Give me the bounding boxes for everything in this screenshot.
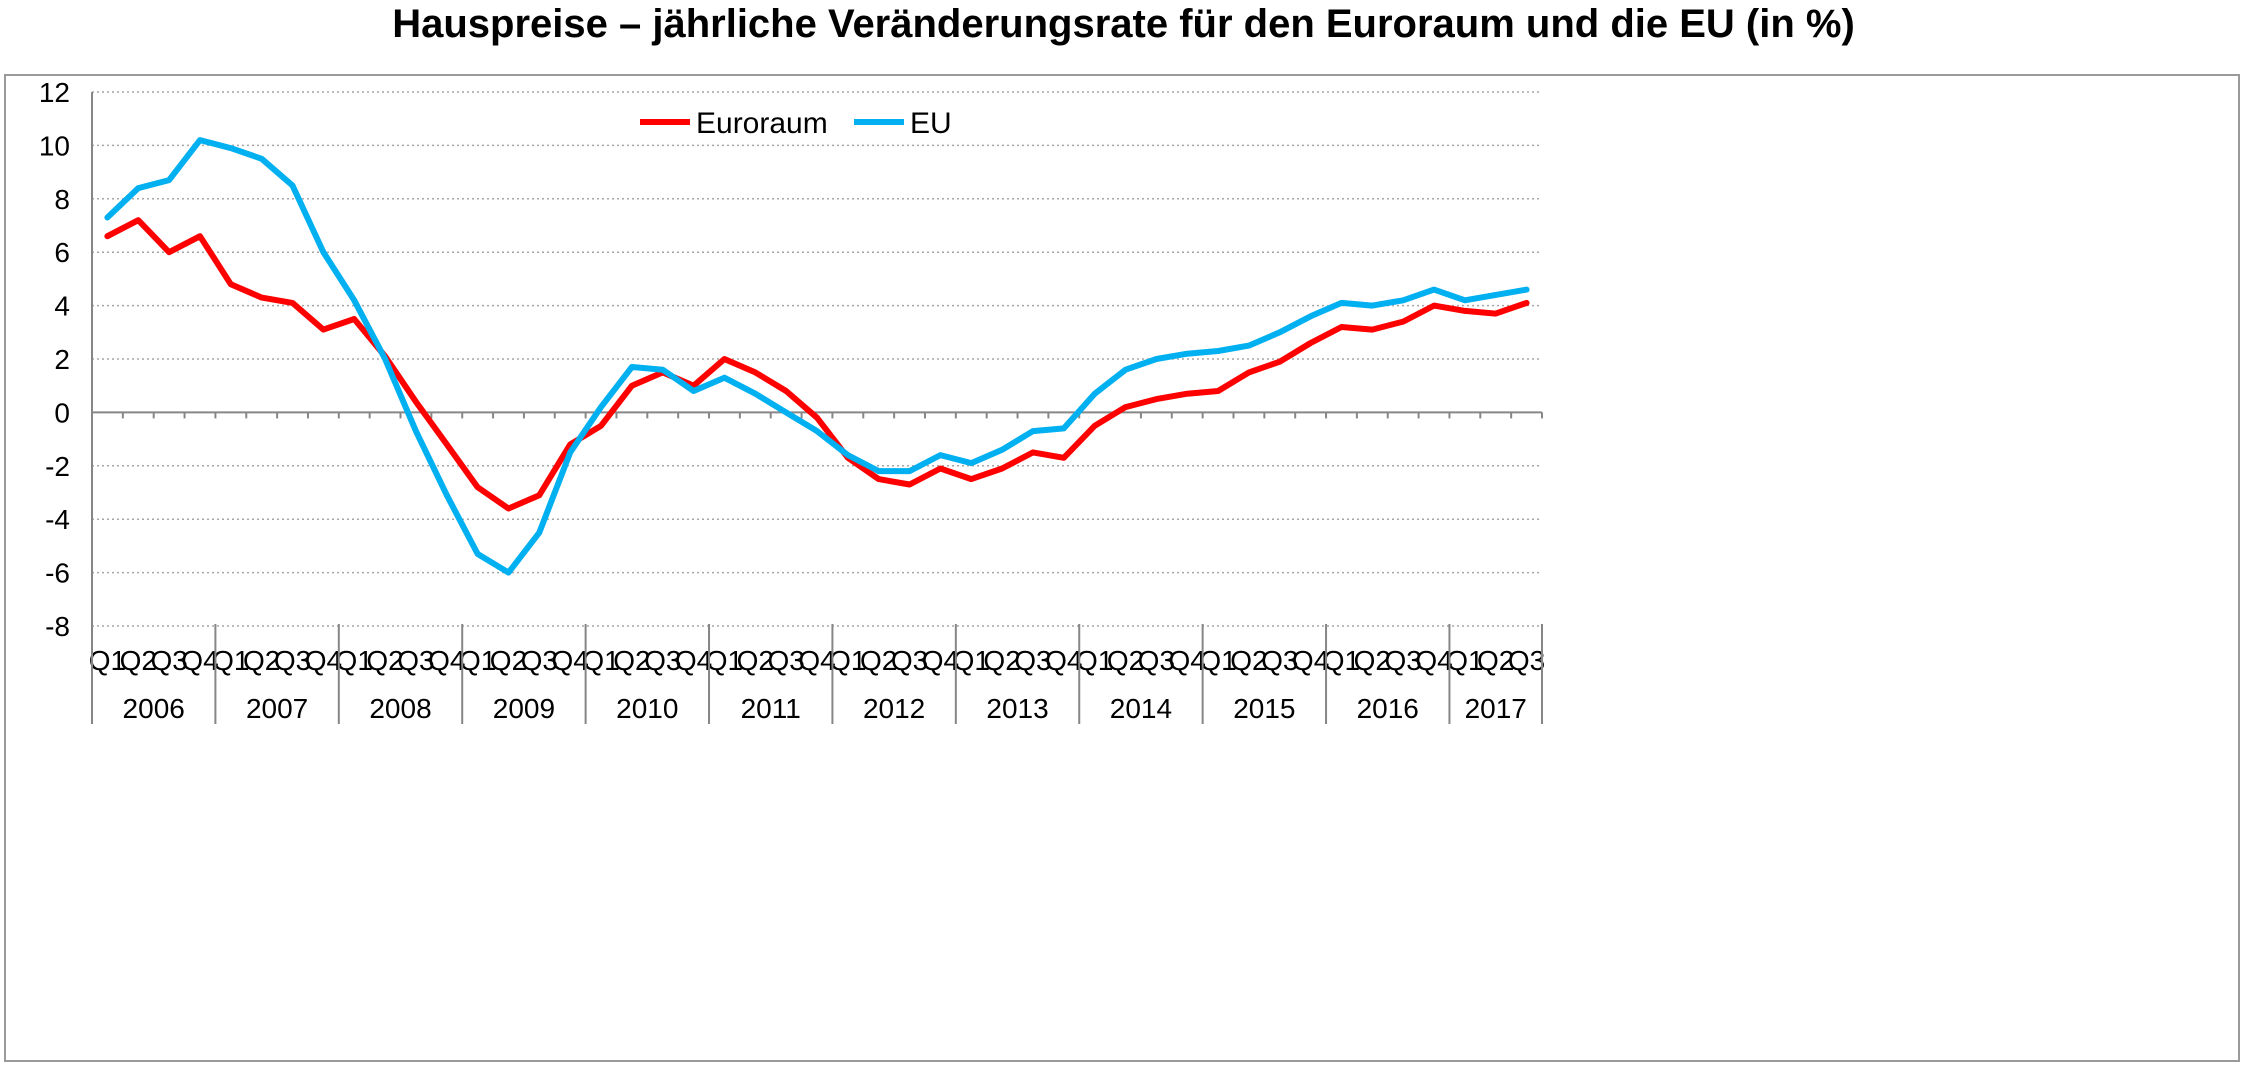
x-year-label: 2013 xyxy=(986,693,1048,724)
x-tick-label: Q3 xyxy=(1138,645,1175,676)
legend-label: Euroraum xyxy=(696,107,828,140)
axes: 121086420-2-4-6-8Q1Q2Q3Q4Q1Q2Q3Q4Q1Q2Q3Q… xyxy=(39,77,1545,724)
x-year-label: 2012 xyxy=(863,693,925,724)
x-tick-label: Q3 xyxy=(767,645,804,676)
x-tick-label: Q2 xyxy=(860,645,897,676)
x-tick-label: Q4 xyxy=(798,645,835,676)
x-tick-label: Q1 xyxy=(459,645,496,676)
x-year-label: 2015 xyxy=(1233,693,1295,724)
x-tick-label: Q3 xyxy=(274,645,311,676)
x-year-label: 2008 xyxy=(369,693,431,724)
x-year-label: 2009 xyxy=(493,693,555,724)
y-tick-label: 10 xyxy=(39,130,70,161)
x-tick-label: Q2 xyxy=(1477,645,1514,676)
x-tick-label: Q3 xyxy=(1508,645,1545,676)
x-tick-label: Q2 xyxy=(1230,645,1267,676)
legend: Euroraum EU xyxy=(640,107,952,140)
x-tick-label: Q3 xyxy=(397,645,434,676)
x-tick-label: Q4 xyxy=(675,645,712,676)
chart-title: Hauspreise – jährliche Veränderungsrate … xyxy=(392,2,1855,46)
y-tick-label: 6 xyxy=(54,237,70,268)
y-tick-label: -8 xyxy=(45,611,70,642)
y-tick-label: -4 xyxy=(45,504,70,535)
x-tick-label: Q3 xyxy=(521,645,558,676)
y-tick-label: -2 xyxy=(45,451,70,482)
x-tick-label: Q4 xyxy=(1045,645,1082,676)
x-tick-label: Q2 xyxy=(613,645,650,676)
y-tick-label: 8 xyxy=(54,184,70,215)
x-tick-label: Q2 xyxy=(1107,645,1144,676)
x-tick-label: Q2 xyxy=(366,645,403,676)
x-tick-label: Q1 xyxy=(212,645,249,676)
x-year-label: 2011 xyxy=(741,693,801,724)
x-tick-label: Q3 xyxy=(644,645,681,676)
x-year-label: 2007 xyxy=(246,693,308,724)
y-tick-label: 2 xyxy=(54,344,70,375)
y-tick-label: 4 xyxy=(54,291,70,322)
x-tick-label: Q1 xyxy=(1446,645,1483,676)
x-tick-label: Q3 xyxy=(1261,645,1298,676)
x-tick-label: Q2 xyxy=(120,645,157,676)
x-tick-label: Q3 xyxy=(1384,645,1421,676)
x-tick-label: Q3 xyxy=(150,645,187,676)
series-lines xyxy=(104,137,1530,576)
x-tick-label: Q4 xyxy=(1169,645,1206,676)
x-tick-label: Q4 xyxy=(181,645,218,676)
x-tick-label: Q4 xyxy=(1292,645,1329,676)
x-year-label: 2010 xyxy=(616,693,678,724)
x-tick-label: Q3 xyxy=(1014,645,1051,676)
x-year-label: 2017 xyxy=(1465,693,1527,724)
x-tick-label: Q2 xyxy=(490,645,527,676)
x-tick-label: Q4 xyxy=(552,645,589,676)
x-tick-label: Q4 xyxy=(922,645,959,676)
x-tick-label: Q4 xyxy=(428,645,465,676)
x-tick-label: Q1 xyxy=(706,645,743,676)
x-tick-label: Q1 xyxy=(336,645,373,676)
x-year-label: 2016 xyxy=(1357,693,1419,724)
y-tick-label: -6 xyxy=(45,558,70,589)
x-tick-label: Q2 xyxy=(737,645,774,676)
x-tick-label: Q1 xyxy=(829,645,866,676)
x-tick-label: Q1 xyxy=(1199,645,1236,676)
x-tick-label: Q4 xyxy=(1415,645,1452,676)
y-tick-label: 12 xyxy=(39,77,70,108)
x-tick-label: Q1 xyxy=(1323,645,1360,676)
x-tick-label: Q1 xyxy=(89,645,126,676)
line-chart: 121086420-2-4-6-8Q1Q2Q3Q4Q1Q2Q3Q4Q1Q2Q3Q… xyxy=(39,77,1545,724)
x-tick-label: Q2 xyxy=(243,645,280,676)
x-tick-label: Q4 xyxy=(305,645,342,676)
gridlines xyxy=(92,91,1542,627)
x-tick-label: Q2 xyxy=(1354,645,1391,676)
x-tick-label: Q1 xyxy=(1076,645,1113,676)
x-year-label: 2014 xyxy=(1110,693,1172,724)
x-tick-label: Q1 xyxy=(582,645,619,676)
x-tick-label: Q3 xyxy=(891,645,928,676)
x-year-label: 2006 xyxy=(123,693,185,724)
legend-label: EU xyxy=(910,107,952,140)
x-tick-label: Q1 xyxy=(953,645,990,676)
series-line-eu xyxy=(104,137,1530,576)
y-tick-label: 0 xyxy=(54,397,70,428)
x-tick-label: Q2 xyxy=(983,645,1020,676)
series-line-euroraum xyxy=(104,217,1530,512)
chart-area: 12 10 8 6 4 2 0 -2 -4 -6 -8 Q1 Q2 Q3 Q4 Q1 Q2 Q3 Q4 Q1 Q2 Q3 Q… xyxy=(4,74,2240,1062)
